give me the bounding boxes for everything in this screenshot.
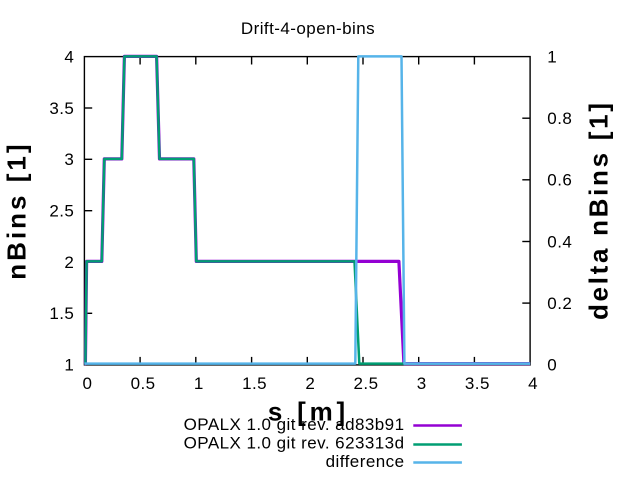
svg-text:0.5: 0.5 [131,374,156,393]
svg-text:4: 4 [528,374,538,393]
svg-text:0.2: 0.2 [547,294,572,313]
svg-text:1: 1 [64,356,74,375]
svg-text:2.5: 2.5 [354,374,379,393]
svg-text:0.6: 0.6 [547,171,572,190]
svg-text:2: 2 [64,253,74,272]
svg-text:1.5: 1.5 [242,374,267,393]
svg-text:nBins [1]: nBins [1] [2,141,32,279]
svg-text:2.5: 2.5 [49,202,74,221]
svg-text:s [m]: s [m] [268,397,349,427]
svg-text:3: 3 [417,374,427,393]
svg-text:0: 0 [547,356,557,375]
svg-text:difference: difference [326,452,405,471]
svg-text:3.5: 3.5 [465,374,490,393]
svg-text:0.4: 0.4 [547,232,572,251]
svg-text:3: 3 [64,150,74,169]
svg-text:2: 2 [305,374,315,393]
svg-text:OPALX 1.0 git rev. ad83b91: OPALX 1.0 git rev. ad83b91 [184,415,405,434]
svg-text:0: 0 [82,374,92,393]
svg-text:1: 1 [547,47,557,66]
svg-text:Drift-4-open-bins: Drift-4-open-bins [241,19,375,38]
svg-text:OPALX 1.0 git rev. 623313d: OPALX 1.0 git rev. 623313d [184,434,405,453]
svg-text:3.5: 3.5 [49,99,74,118]
svg-text:0.8: 0.8 [547,109,572,128]
svg-text:4: 4 [64,47,74,66]
svg-text:1: 1 [194,374,204,393]
svg-text:delta nBins [1]: delta nBins [1] [584,100,614,320]
svg-text:1.5: 1.5 [49,304,74,323]
